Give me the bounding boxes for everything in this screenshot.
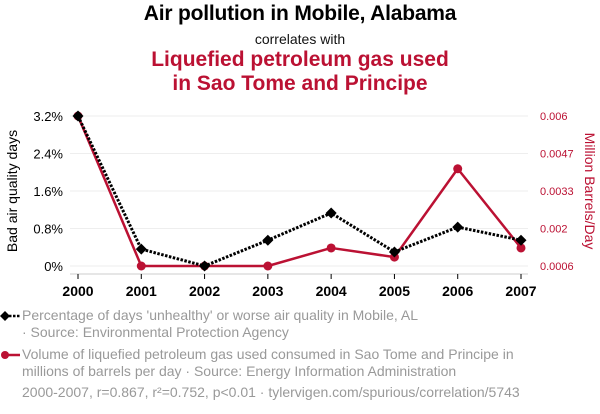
x-tick-label: 2002 <box>189 283 220 299</box>
x-tick-label: 2007 <box>505 283 536 299</box>
x-axis: 2000 2001 2002 2003 2004 2005 2006 2007 <box>62 273 537 299</box>
series-air-pollution-point <box>262 234 274 246</box>
series-layer <box>72 110 527 272</box>
series-air-pollution-point <box>135 243 147 255</box>
legend-item-lpg-source: millions of barrels per day · Source: En… <box>22 363 457 379</box>
right-tick-label: 0.0033 <box>540 186 574 198</box>
legend-item-air-pollution-label: Percentage of days 'unhealthy' or worse … <box>22 307 419 323</box>
x-tick-label: 2006 <box>442 283 473 299</box>
series-lpg-point <box>453 164 463 174</box>
series-air-pollution-point <box>388 246 400 258</box>
right-axis-ticks: 0.0006 0.002 0.0033 0.0047 0.006 <box>540 111 574 273</box>
x-tick-label: 2001 <box>126 283 157 299</box>
left-axis-label: Bad air quality days <box>4 130 20 252</box>
right-tick-label: 0.006 <box>540 111 568 123</box>
right-tick-label: 0.0047 <box>540 149 574 161</box>
chart-title: Air pollution in Mobile, Alabama <box>143 2 457 25</box>
chart-title-secondary: Liquefied petroleum gas used in Sao Tome… <box>0 48 600 96</box>
right-axis-label: Million Barrels/Day <box>582 133 598 250</box>
right-tick-label: 0.0006 <box>540 261 574 273</box>
footer-correlation-stats: 2000-2007, r=0.867, r²=0.752, p<0.01 · t… <box>22 384 520 400</box>
chart-title-secondary-line2: in Sao Tome and Principe <box>172 72 428 95</box>
x-tick-label: 2003 <box>252 283 283 299</box>
chart-subtitle: correlates with <box>254 31 346 47</box>
series-air-pollution-point <box>325 207 337 219</box>
series-lpg-point <box>326 243 336 253</box>
legend-item-air-pollution-source: · Source: Environmental Protection Agenc… <box>22 324 289 340</box>
left-tick-label: 1.6% <box>33 184 63 199</box>
left-tick-label: 2.4% <box>33 147 63 162</box>
left-tick-label: 0% <box>44 259 63 274</box>
chart-title-secondary-line1: Liquefied petroleum gas used <box>151 48 449 71</box>
series-air-pollution-point <box>199 260 211 272</box>
legend-item-lpg-label: Volume of liquefied petroleum gas used c… <box>22 346 514 362</box>
series-lpg-point <box>516 243 526 253</box>
series-lpg-line <box>76 115 522 268</box>
x-tick-label: 2000 <box>62 283 93 299</box>
legend-marker-circle-solid <box>1 351 20 359</box>
right-tick-label: 0.002 <box>540 224 568 236</box>
x-tick-label: 2005 <box>379 283 410 299</box>
series-lpg-point <box>136 261 146 271</box>
x-tick-label: 2004 <box>316 283 347 299</box>
left-axis-ticks: 0% 0.8% 1.6% 2.4% 3.2% <box>33 109 63 274</box>
series-air-pollution-point <box>72 110 84 122</box>
series-lpg-point <box>263 261 273 271</box>
series-air-pollution-point <box>515 234 527 246</box>
series-air-pollution-point <box>452 221 464 233</box>
legend-marker-diamond-dotted <box>0 311 20 321</box>
left-tick-label: 0.8% <box>33 222 63 237</box>
left-tick-label: 3.2% <box>33 109 63 124</box>
series-air-pollution-line <box>76 115 522 268</box>
